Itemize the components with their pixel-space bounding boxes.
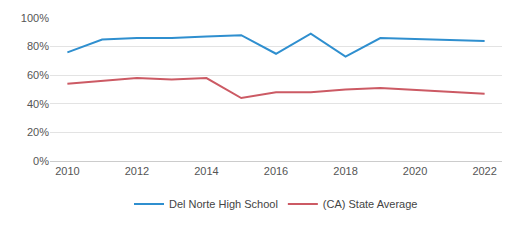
svg-text:0%: 0% xyxy=(33,155,49,167)
svg-text:80%: 80% xyxy=(27,40,49,52)
svg-text:2016: 2016 xyxy=(264,165,288,177)
svg-text:2018: 2018 xyxy=(333,165,357,177)
svg-text:2022: 2022 xyxy=(472,165,496,177)
svg-text:20%: 20% xyxy=(27,126,49,138)
svg-text:40%: 40% xyxy=(27,98,49,110)
svg-text:Del Norte High School: Del Norte High School xyxy=(169,198,278,210)
svg-text:2020: 2020 xyxy=(403,165,427,177)
svg-text:2014: 2014 xyxy=(194,165,218,177)
svg-text:2012: 2012 xyxy=(125,165,149,177)
svg-text:60%: 60% xyxy=(27,69,49,81)
svg-text:100%: 100% xyxy=(21,12,49,24)
svg-text:(CA) State Average: (CA) State Average xyxy=(323,198,418,210)
svg-text:2010: 2010 xyxy=(55,165,79,177)
